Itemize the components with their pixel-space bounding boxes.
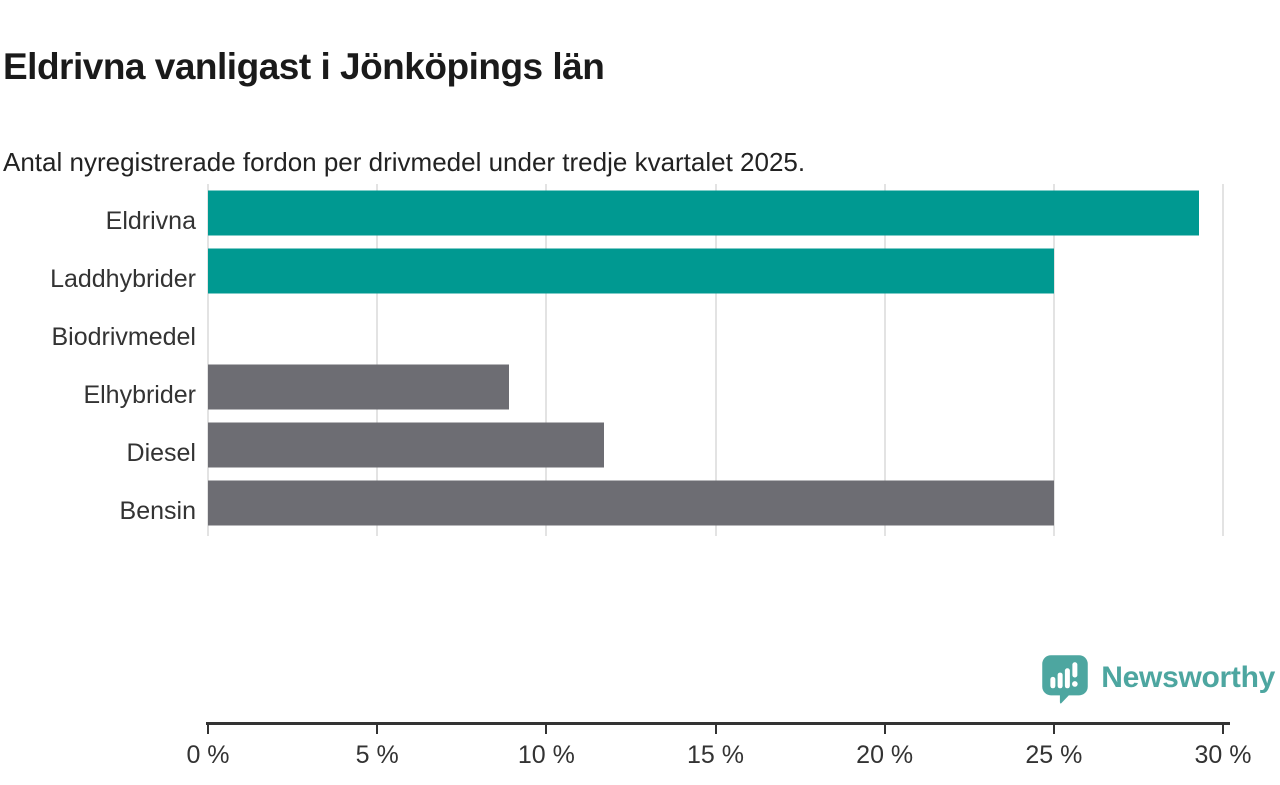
x-tick xyxy=(1222,725,1224,734)
x-tick-label: 15 % xyxy=(687,741,744,769)
plot-area xyxy=(207,184,1224,536)
x-tick-label: 10 % xyxy=(517,741,575,769)
bar-row xyxy=(208,300,1223,358)
gridline xyxy=(1052,184,1055,536)
x-tick xyxy=(545,725,548,734)
category-label: Elhybrider xyxy=(83,380,196,409)
x-tick xyxy=(207,725,209,734)
chart-subtitle: Antal nyregistrerade fordon per drivmede… xyxy=(3,147,806,177)
gridline xyxy=(714,184,717,536)
gridline xyxy=(883,184,886,536)
bar-eldrivna xyxy=(208,190,1200,236)
bar-elhybrider xyxy=(208,364,510,410)
bar-chart: Eldrivna Laddhybrider Biodrivmedel Elhybrid… xyxy=(0,184,1280,769)
x-tick xyxy=(376,725,379,734)
x-tick xyxy=(714,725,717,734)
x-tick xyxy=(1052,725,1055,734)
bar-row xyxy=(208,242,1223,300)
bar-row xyxy=(208,474,1223,532)
bar-bensin xyxy=(208,480,1054,526)
bar-row xyxy=(208,358,1223,416)
bar-laddhybrider xyxy=(208,248,1054,294)
gridline xyxy=(207,184,209,536)
bar-row xyxy=(208,184,1223,242)
gridline xyxy=(545,184,548,536)
x-tick-label: 30 % xyxy=(1194,741,1252,769)
brand-logo: Newsworthy xyxy=(1039,651,1275,705)
x-axis-ticks: 0 % 5 % 10 % 15 % 20 % 25 % 30 % xyxy=(186,725,1251,785)
gridline xyxy=(1222,184,1224,536)
bar-chart-speech-bubble-icon xyxy=(1042,655,1089,704)
gridline xyxy=(376,184,379,536)
x-tick-label: 5 % xyxy=(355,741,399,769)
chart-title: Eldrivna vanligast i Jönköpings län xyxy=(3,45,605,87)
x-tick-label: 25 % xyxy=(1025,741,1083,769)
category-axis: Eldrivna Laddhybrider Biodrivmedel Elhybrid… xyxy=(0,188,196,536)
brand-name: Newsworthy xyxy=(1101,661,1275,694)
category-label: Laddhybrider xyxy=(50,264,196,293)
x-tick xyxy=(883,725,886,734)
category-label: Bensin xyxy=(119,496,196,525)
category-label: Eldrivna xyxy=(105,206,196,235)
x-tick-label: 20 % xyxy=(856,741,914,769)
bar-row xyxy=(208,416,1223,474)
category-label: Biodrivmedel xyxy=(51,322,196,351)
x-tick-label: 0 % xyxy=(186,741,230,769)
category-label: Diesel xyxy=(126,438,196,467)
bar-diesel xyxy=(208,422,604,468)
